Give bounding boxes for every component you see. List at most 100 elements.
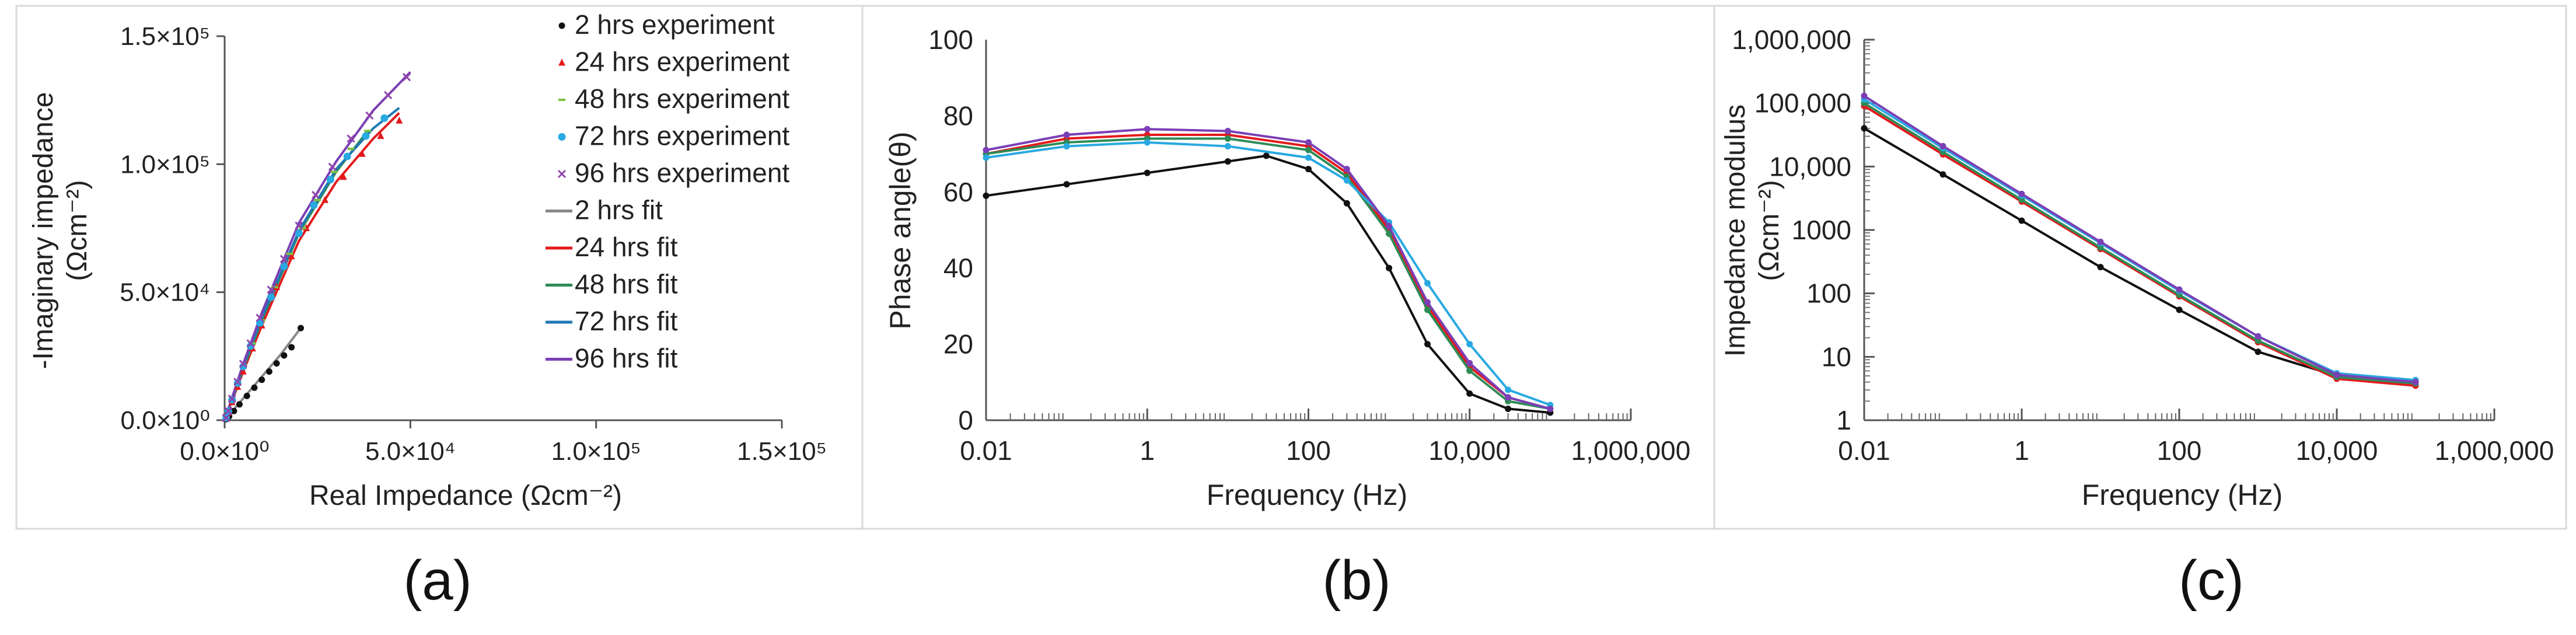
data-point — [362, 132, 370, 140]
data-point — [256, 313, 264, 322]
modulus-bode-chart: 0.01 1 100 10,000 1,000,000110100100010,0001… — [1720, 25, 2554, 511]
legend-marker — [558, 99, 565, 101]
phase-bode-chart: 0.01 1 100 10,000 1,000,000 0 20 40 60 80 100 Frequ… — [884, 25, 1690, 511]
data-point — [1939, 171, 1946, 178]
data-point — [343, 152, 351, 161]
x-tick-label: 1.0×10⁵ — [551, 437, 641, 466]
data-point — [364, 130, 372, 132]
y-tick-label: 1 — [1836, 405, 1851, 435]
data-point — [1424, 306, 1431, 313]
legend-marker — [557, 169, 567, 179]
data-point — [1063, 143, 1070, 150]
nyquist-chart: 0.0×10⁰ 5.0×10⁴ 1.0×10⁵ 1.5×10⁵ 0.0×10⁰ 5.0×1… — [28, 9, 827, 511]
data-point — [258, 376, 265, 383]
data-point — [1547, 405, 1554, 412]
legend-label: 2 hrs experiment — [575, 9, 775, 40]
y-tick-label: 10,000 — [1769, 151, 1851, 182]
data-point — [1466, 390, 1473, 397]
x-axis-label: Real Impedance (Ωcm⁻²) — [309, 480, 622, 511]
data-point — [1505, 386, 1512, 393]
y-tick-label: 40 — [943, 253, 973, 283]
panel-label-a: (a) — [403, 549, 472, 612]
y-axis-label: Phase angle(θ) — [884, 131, 917, 329]
data-point — [2412, 379, 2419, 386]
y-tick-label: 80 — [943, 100, 973, 131]
y-tick-label: 100 — [1806, 278, 1851, 309]
x-tick-label: 5.0×10⁴ — [365, 437, 456, 466]
data-point — [273, 360, 280, 367]
data-point — [230, 407, 237, 414]
x-axis-label: Frequency (Hz) — [2082, 479, 2283, 511]
data-point — [1305, 139, 1312, 146]
data-point — [380, 114, 389, 122]
data-point — [1144, 169, 1151, 176]
data-point — [1144, 125, 1151, 132]
data-point — [1466, 367, 1473, 374]
panel-label-c: (c) — [2179, 549, 2244, 612]
data-point — [328, 162, 337, 171]
y-axis-label-line2: (Ωcm⁻²) — [1754, 180, 1785, 281]
legend-label: 48 hrs experiment — [575, 83, 789, 114]
data-point — [1224, 135, 1231, 142]
legend-marker — [558, 58, 565, 66]
x-tick-label: 100 — [1286, 435, 1331, 466]
data-point — [310, 201, 318, 210]
x-tick-label: 1,000,000 — [1571, 435, 1691, 466]
data-point — [1263, 152, 1270, 159]
data-point — [1861, 92, 1868, 99]
legend-marker — [558, 133, 566, 141]
data-point — [314, 198, 321, 201]
legend-label: 2 hrs fit — [575, 195, 663, 225]
data-point — [281, 352, 288, 359]
data-point — [1343, 200, 1350, 207]
y-tick-label: 20 — [943, 329, 973, 360]
data-point — [1063, 131, 1070, 138]
data-point — [983, 154, 990, 161]
data-point — [1505, 405, 1512, 412]
data-point — [2176, 306, 2183, 313]
data-point — [279, 254, 288, 263]
legend-label: 24 hrs experiment — [575, 47, 789, 77]
data-point — [365, 111, 374, 120]
data-point — [256, 319, 264, 327]
data-point — [2255, 333, 2262, 340]
data-point — [330, 170, 338, 173]
data-point — [239, 360, 247, 368]
data-point — [288, 344, 295, 351]
y-axis-label-line1: -Imaginary impedance — [28, 92, 59, 369]
legend-marker — [558, 22, 565, 29]
data-point — [2176, 286, 2183, 293]
x-tick-label: 1.5×10⁵ — [737, 437, 827, 466]
data-point — [1939, 142, 1946, 149]
x-axis-label: Frequency (Hz) — [1207, 479, 1408, 511]
data-point — [298, 325, 305, 332]
x-tick-label: 10,000 — [2296, 435, 2378, 466]
data-point — [1305, 146, 1312, 153]
data-point — [2255, 348, 2262, 355]
data-point — [2018, 190, 2025, 197]
y-tick-label: 0.0×10⁰ — [121, 406, 210, 435]
data-point — [295, 221, 303, 230]
series-line — [985, 154, 1551, 414]
y-tick-label: 60 — [943, 177, 973, 207]
x-tick-label: 10,000 — [1428, 435, 1511, 466]
data-point — [1505, 394, 1512, 401]
data-point — [228, 395, 236, 403]
panel-label-b: (b) — [1322, 549, 1391, 612]
data-point — [267, 285, 275, 294]
data-point — [233, 378, 242, 386]
data-point — [1424, 341, 1431, 348]
data-point — [983, 192, 990, 199]
data-point — [243, 392, 250, 399]
data-point — [1305, 154, 1312, 161]
data-point — [377, 132, 385, 139]
data-point — [340, 173, 347, 180]
data-point — [239, 367, 247, 375]
data-point — [396, 116, 403, 124]
y-axis-label-line1: Impedance modulus — [1720, 104, 1751, 357]
data-point — [236, 401, 243, 408]
data-point — [1424, 299, 1431, 306]
y-tick-label: 0 — [958, 405, 973, 435]
legend-label: 48 hrs fit — [575, 269, 678, 299]
